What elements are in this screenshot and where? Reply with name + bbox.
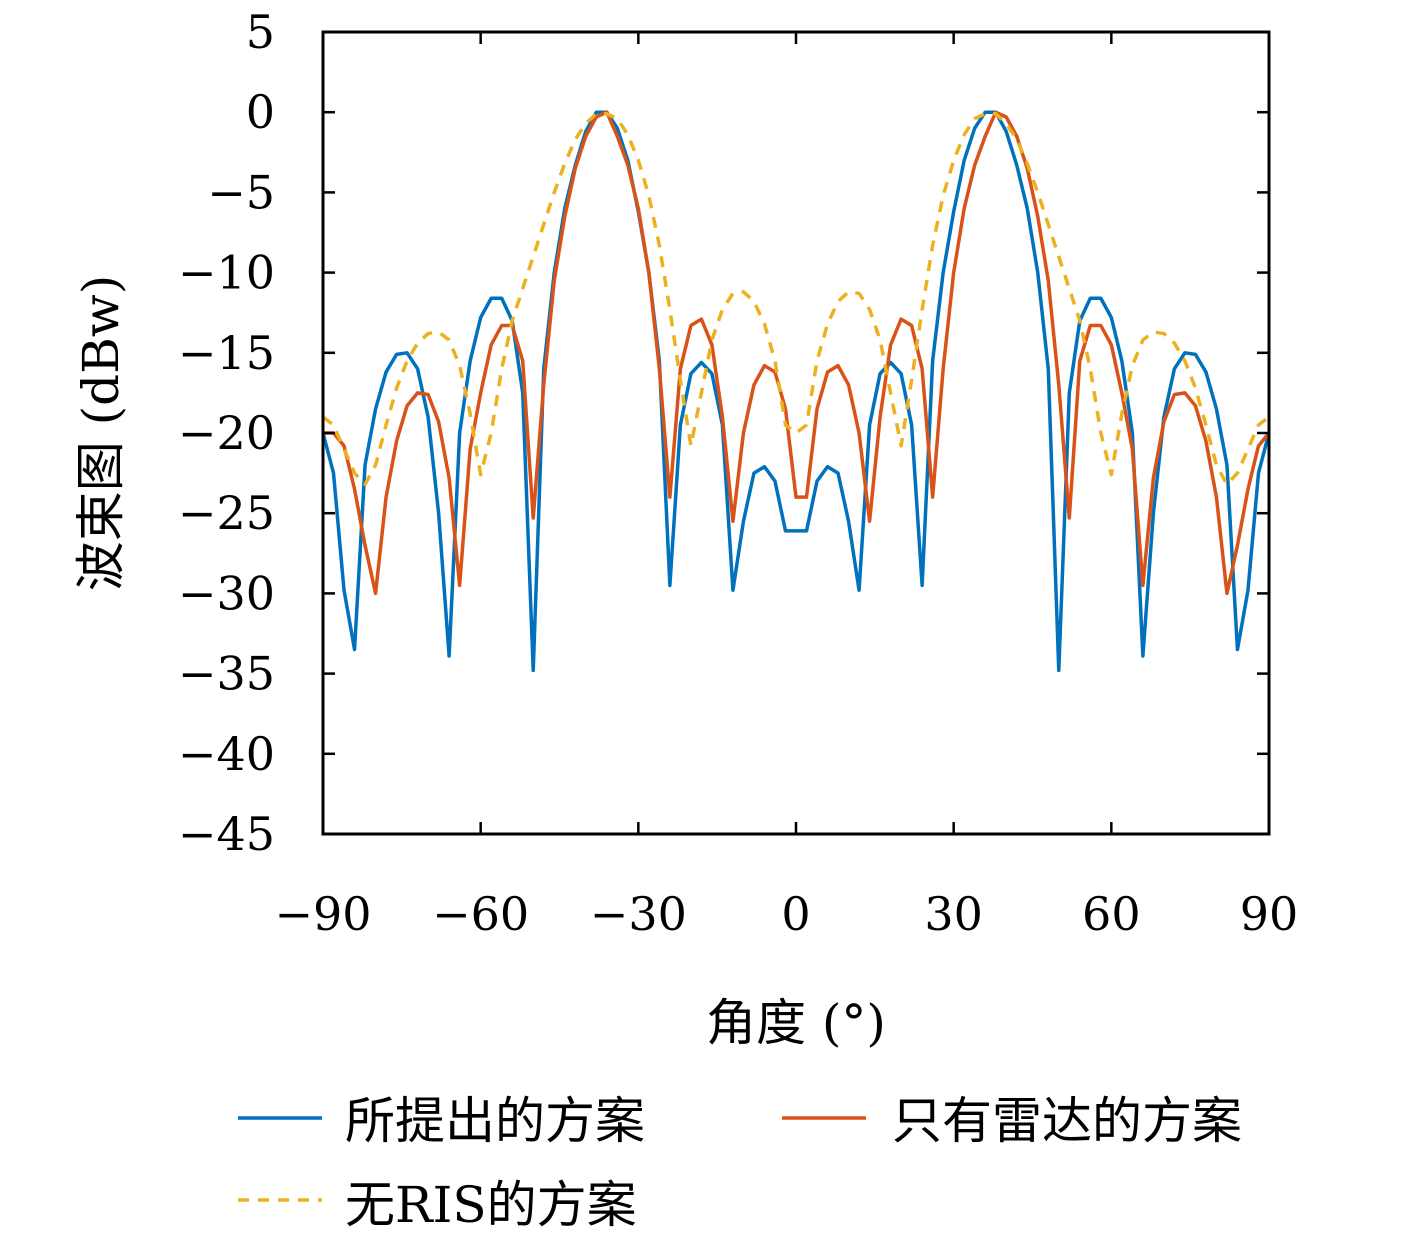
- y-tick-label: −20: [178, 406, 275, 460]
- x-tick-label: 30: [924, 887, 983, 941]
- legend-label-radar-only: 只有雷达的方案: [892, 1092, 1242, 1150]
- y-axis-label: 波束图 (dBw): [72, 275, 130, 591]
- tick-labels-layer: −90 −60 −30 0 30 60 90 5 0 −5 −10 −15 −20 −25 −30 −35 −4…: [178, 5, 1298, 941]
- x-tick-label: −30: [590, 887, 687, 941]
- plot-frame: [321, 30, 1271, 836]
- y-tick-label: 5: [246, 5, 275, 59]
- y-tick-label: −45: [178, 807, 275, 861]
- x-tick-label: −90: [274, 887, 371, 941]
- legend-label-no-ris: 无RIS的方案: [345, 1176, 637, 1234]
- series-line-proposed: [323, 110, 1269, 673]
- y-tick-label: −30: [178, 566, 275, 620]
- legend: 所提出的方案 只有雷达的方案 无RIS的方案: [238, 1092, 1242, 1234]
- y-tick-label: −25: [178, 486, 275, 540]
- series-line-radar-only: [323, 110, 1269, 596]
- ticks-layer: [321, 30, 1271, 836]
- x-tick-label: 60: [1082, 887, 1141, 941]
- y-tick-label: −35: [178, 647, 275, 701]
- y-tick-label: 0: [246, 85, 275, 139]
- y-tick-label: −10: [178, 246, 275, 300]
- x-tick-label: 0: [781, 887, 810, 941]
- y-tick-label: −40: [178, 727, 275, 781]
- y-tick-label: −15: [178, 326, 275, 380]
- x-tick-label: 90: [1240, 887, 1299, 941]
- x-tick-label: −60: [432, 887, 529, 941]
- series-layer: [323, 110, 1269, 673]
- legend-label-proposed: 所提出的方案: [345, 1092, 645, 1150]
- y-tick-label: −5: [207, 165, 275, 219]
- series-line-no-ris: [323, 112, 1269, 487]
- x-axis-label: 角度 (°): [706, 994, 886, 1052]
